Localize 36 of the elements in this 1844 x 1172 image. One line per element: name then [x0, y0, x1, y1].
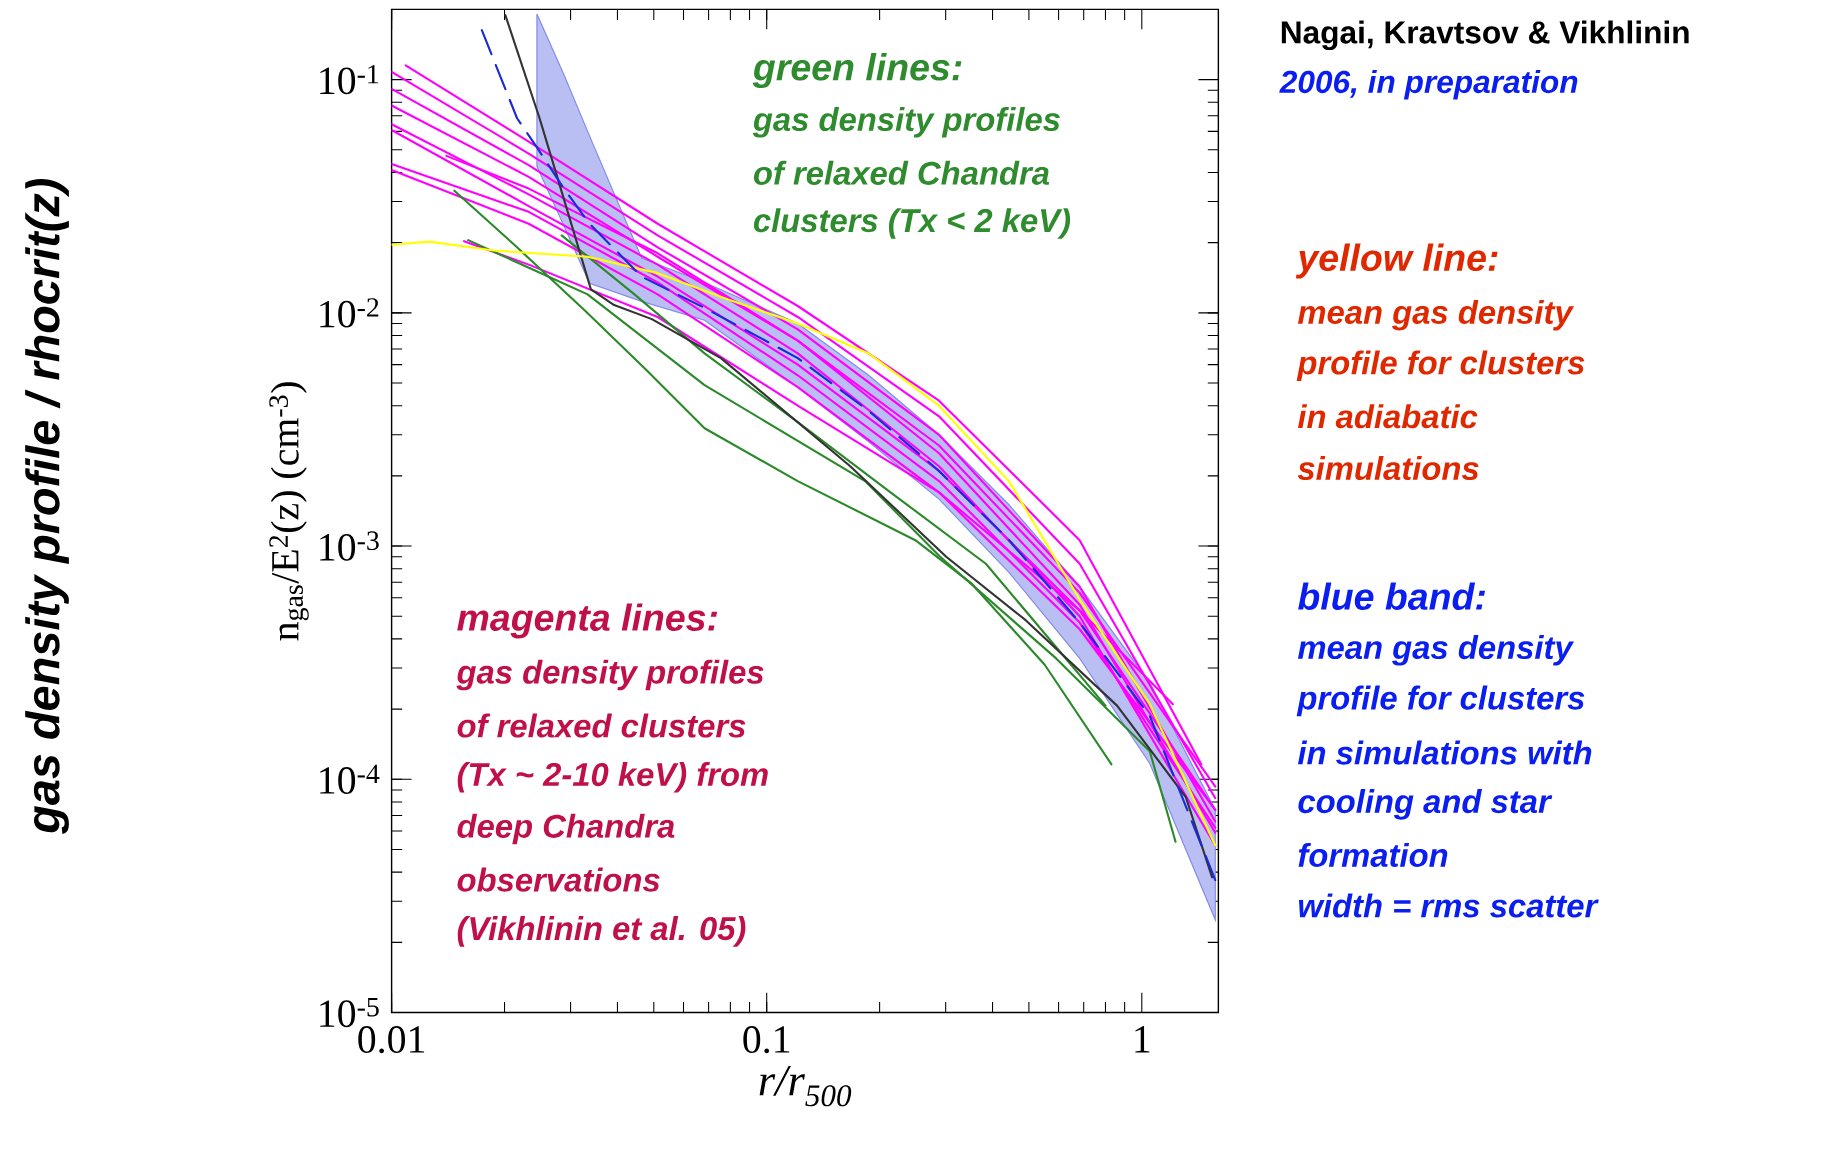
y-tick-label: 10$^{-2}$ [320, 297, 379, 328]
annotation: deep Chandra [457, 813, 675, 845]
text: profile for clusters [1296, 685, 1585, 716]
y-tick-label: 10$^{-5}$ [320, 997, 379, 1027]
x-tick-label: 0.1 [743, 1025, 790, 1053]
annotation: observations [457, 867, 660, 892]
annotation: gas density profiles [456, 659, 764, 691]
annotation: of relaxed Chandra [753, 160, 1050, 185]
x-tick-label: 1 [1135, 1025, 1150, 1053]
text: mean gas density [1297, 299, 1575, 331]
annotation: (Vikhlinin et al. 05) [457, 915, 746, 947]
text: mean gas density [1297, 634, 1575, 666]
annotation: of relaxed clusters [457, 713, 746, 738]
text: 2006, in preparation [1279, 69, 1578, 100]
annotation: (Tx ~ 2-10 keV) from [457, 761, 768, 793]
annotation: green lines: [752, 52, 962, 88]
text: in adiabatic [1297, 404, 1478, 429]
y-tick-label: 10$^{-4}$ [320, 764, 380, 794]
y-tick-label: 10$^{-1}$ [320, 64, 379, 95]
y-tick-label: 10$^{-3}$ [320, 531, 379, 561]
text: cooling and star [1298, 788, 1553, 820]
annotation: gas density profiles [752, 106, 1060, 138]
annotation: clusters (Tx < 2 keV) [753, 207, 1071, 239]
text: width = rms scatter [1298, 893, 1599, 918]
annotation: magenta lines: [457, 603, 718, 639]
text: blue band: [1298, 582, 1486, 610]
text: Nagai, Kravtsov & Vikhlinin [1281, 20, 1689, 50]
text: simulations [1297, 455, 1479, 480]
text: yellow line: [1295, 243, 1498, 279]
y-axis-title: n$_{gas}$/E$^{2}$(z) (cm$^{-3}$) [269, 382, 309, 641]
text: in simulations with [1297, 740, 1592, 765]
text: gas density profile / rhocrit(z) [25, 178, 69, 834]
text: profile for clusters [1296, 350, 1585, 381]
x-axis-title: r/r$_{500}$ [759, 1065, 852, 1107]
text: formation [1298, 842, 1448, 867]
x-tick-label: 0.01 [358, 1025, 425, 1053]
